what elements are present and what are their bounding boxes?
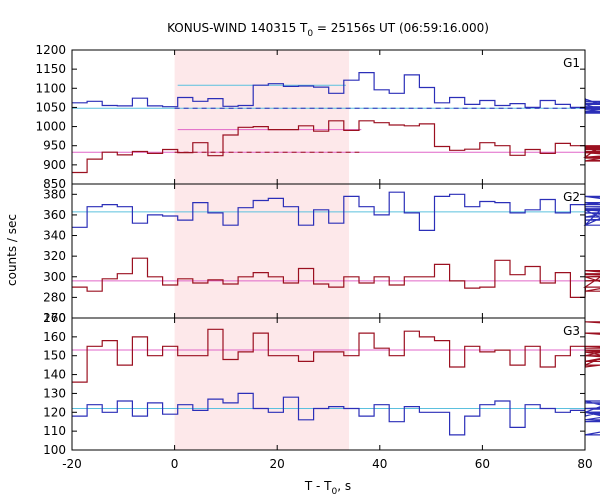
y-tick-label: 850 — [43, 177, 66, 191]
y-tick-label: 1200 — [35, 43, 66, 57]
x-axis-label-sub: 0 — [332, 487, 338, 497]
x-tick-label: 80 — [577, 457, 592, 471]
y-tick-label: 900 — [43, 158, 66, 172]
y-tick-label: 300 — [43, 270, 66, 284]
chart-title-subscript: 0 — [307, 29, 313, 39]
x-tick-label: 60 — [475, 457, 490, 471]
x-axis-label-tail: , s — [337, 479, 351, 493]
y-tick-label: 160 — [43, 330, 66, 344]
x-axis-label-main: T - T — [304, 479, 332, 493]
panel-label-g1: G1 — [563, 56, 580, 70]
y-tick-label: 340 — [43, 229, 66, 243]
panel-label-g2: G2 — [563, 190, 580, 204]
y-tick-label: 1150 — [35, 62, 66, 76]
x-tick-label: 0 — [171, 457, 179, 471]
y-tick-label: 950 — [43, 139, 66, 153]
panel-frame-g3 — [71, 317, 586, 451]
plot-area: 85090095010001050110011501200G1260280300… — [35, 43, 600, 471]
y-tick-label: 380 — [43, 187, 66, 201]
y-tick-label: 260 — [43, 311, 66, 325]
chart-title: KONUS-WIND 140315 T0 = 25156s UT (06:59:… — [167, 21, 489, 39]
y-tick-label: 280 — [43, 290, 66, 304]
y-tick-label: 130 — [43, 386, 66, 400]
y-tick-label: 320 — [43, 249, 66, 263]
series-line-g2-1 — [72, 257, 600, 298]
y-tick-label: 150 — [43, 349, 66, 363]
y-axis-label: counts / sec — [5, 214, 19, 286]
y-tick-label: 120 — [43, 405, 66, 419]
y-tick-label: 1050 — [35, 100, 66, 114]
chart-title-suffix: = 25156s UT (06:59:16.000) — [313, 21, 489, 35]
y-tick-label: 360 — [43, 208, 66, 222]
y-tick-label: 140 — [43, 368, 66, 382]
series-line-g1-0 — [72, 72, 600, 114]
x-tick-label: -20 — [62, 457, 82, 471]
panel-label-g3: G3 — [563, 324, 580, 338]
y-tick-label: 100 — [43, 443, 66, 457]
y-tick-label: 1000 — [35, 120, 66, 134]
chart-title-prefix: KONUS-WIND 140315 T — [167, 21, 308, 35]
series-line-g2-0 — [72, 191, 600, 231]
y-tick-label: 110 — [43, 424, 66, 438]
series-line-g1-1 — [72, 120, 600, 174]
x-tick-label: 20 — [270, 457, 285, 471]
series-line-g3-0 — [72, 392, 600, 436]
x-axis-label: T - T0, s — [304, 479, 351, 497]
series-line-g3-1 — [72, 321, 600, 383]
x-tick-label: 40 — [372, 457, 387, 471]
y-tick-label: 1100 — [35, 81, 66, 95]
shaded-interval — [174, 50, 350, 450]
y-tick-label: 170 — [43, 311, 66, 325]
